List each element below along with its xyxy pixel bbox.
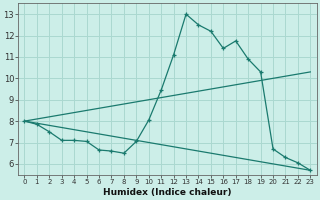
- X-axis label: Humidex (Indice chaleur): Humidex (Indice chaleur): [103, 188, 232, 197]
